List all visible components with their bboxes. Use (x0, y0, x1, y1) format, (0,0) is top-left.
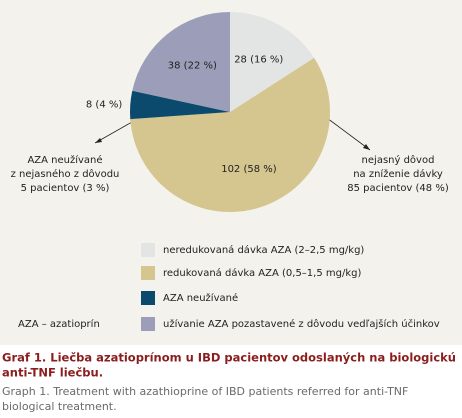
annotation-arrowhead (95, 138, 102, 143)
caption: Graf 1. Liečba azatioprínom u IBD pacien… (2, 351, 456, 365)
slice-label: 38 (22 %) (168, 60, 217, 71)
annotation: na zníženie dávky (353, 168, 443, 180)
slice-label: 8 (4 %) (86, 99, 122, 110)
caption-en: Graph 1. Treatment with azathioprine of … (2, 385, 408, 398)
legend-swatch (141, 291, 155, 305)
annotation: z nejasného z dôvodu (11, 168, 120, 180)
annotation: nejasný dôvod (362, 154, 435, 166)
pie-slice (230, 12, 315, 112)
legend-label: neredukovaná dávka AZA (2–2,5 mg/kg) (163, 244, 364, 256)
annotation-arrow (326, 117, 371, 151)
caption-en: biological treatment. (2, 400, 117, 413)
legend-label: AZA neužívané (163, 292, 238, 304)
slice-label: 102 (58 %) (221, 164, 277, 175)
annotation-arrowhead (363, 144, 370, 150)
slice-label: 28 (16 %) (234, 54, 283, 65)
legend-label: užívanie AZA pozastavené z dôvodu vedľaj… (163, 318, 440, 330)
caption: anti-TNF liečbu. (2, 366, 103, 380)
annotation: 5 pacientov (3 %) (21, 183, 110, 194)
note: AZA – azatioprín (18, 318, 100, 330)
legend-label: redukovaná dávka AZA (0,5–1,5 mg/kg) (163, 267, 361, 279)
annotation: 85 pacientov (48 %) (347, 183, 449, 194)
legend-swatch (141, 317, 155, 331)
legend-swatch (141, 243, 155, 257)
pie-slice (130, 90, 230, 120)
pie-slice (130, 57, 330, 213)
legend-swatch (141, 266, 155, 280)
annotation: AZA neužívané (27, 154, 102, 166)
annotation-arrow (94, 121, 133, 144)
pie-slice (132, 12, 230, 112)
